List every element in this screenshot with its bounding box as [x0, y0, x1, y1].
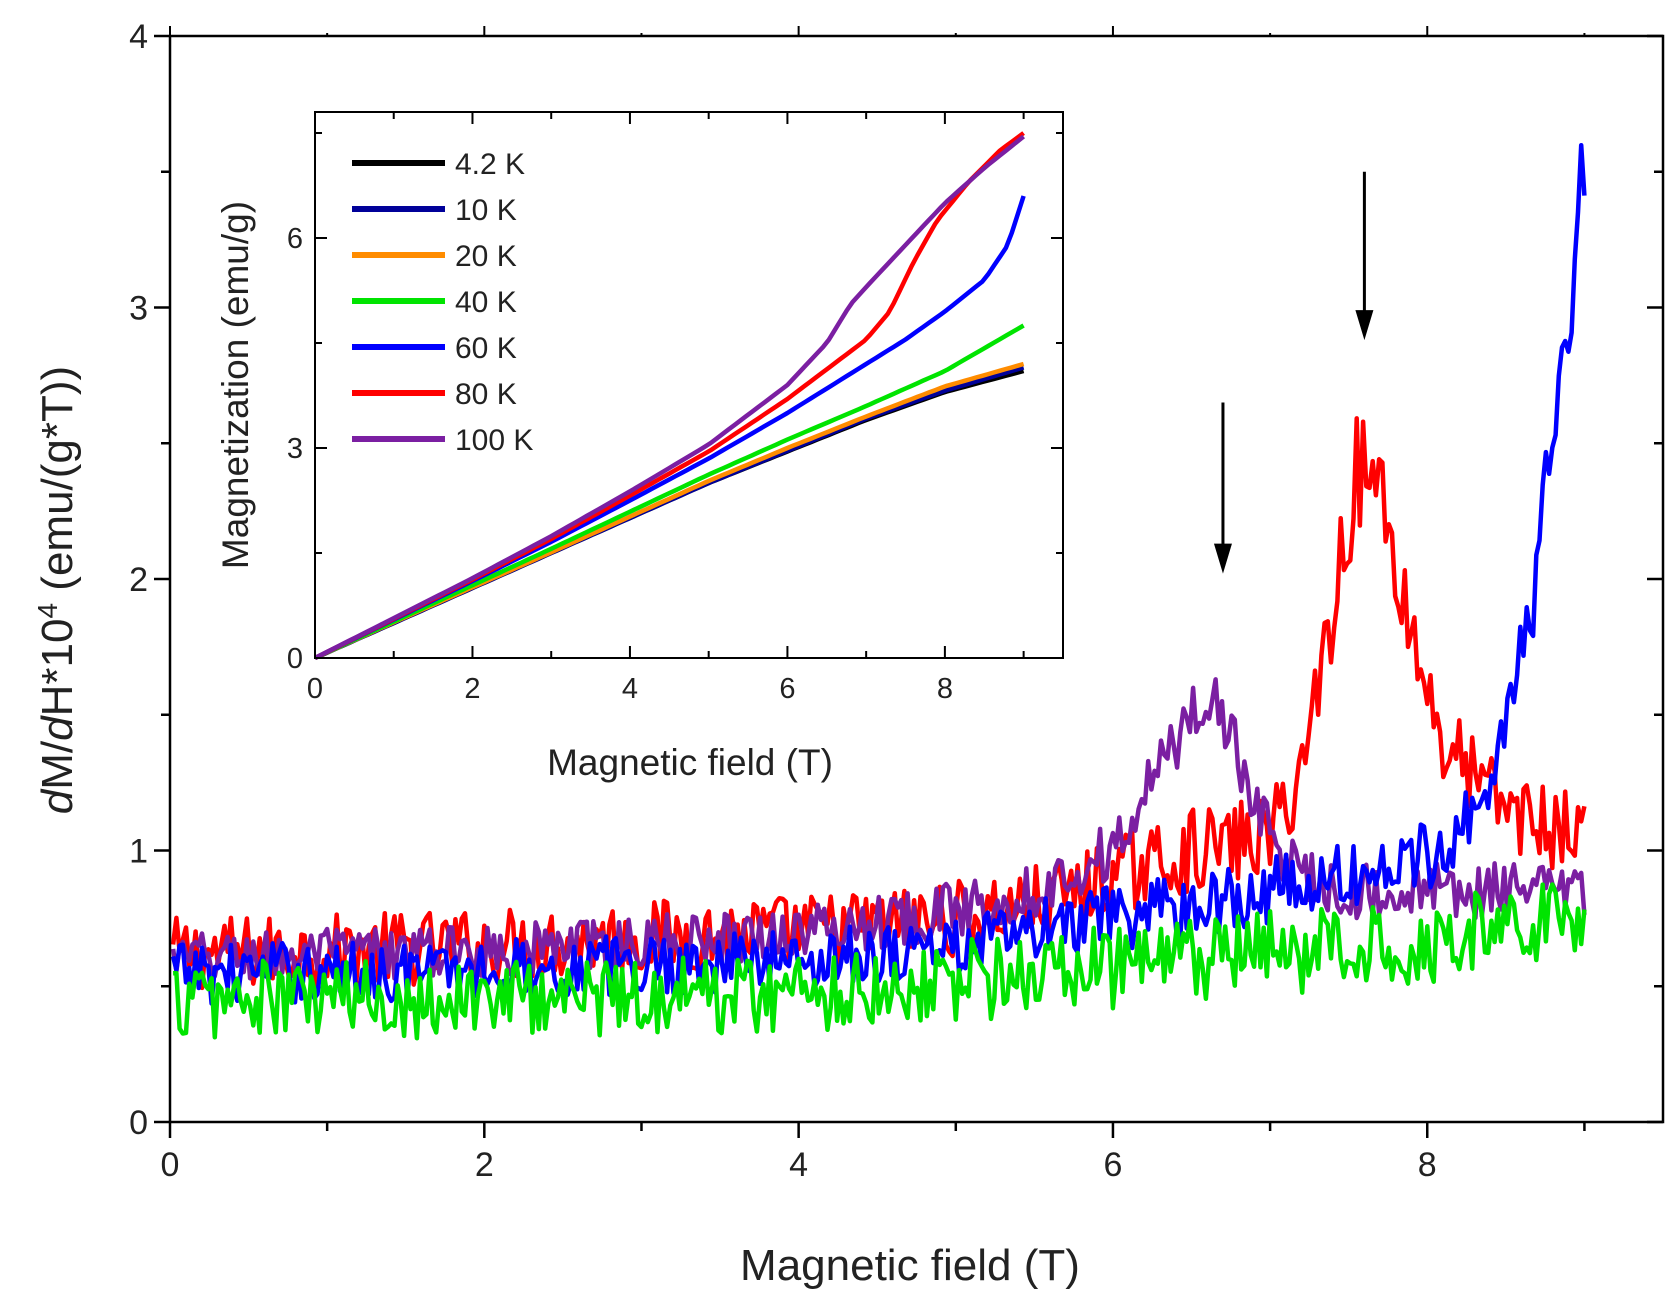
- main-x-axis-title: Magnetic field (T): [740, 1241, 1080, 1290]
- inset-legend: 4.2 K 10 K 20 K 40 K 60 K 80 K 100 K: [352, 148, 533, 457]
- inset-x-tick-label: 0: [307, 673, 323, 705]
- ylabel-h: H*10: [33, 619, 82, 717]
- legend-label: 60 K: [455, 332, 517, 365]
- legend-label: 100 K: [455, 424, 533, 457]
- main-series-line: [173, 882, 1587, 1041]
- main-x-tick-label: 2: [475, 1146, 494, 1184]
- main-axes: 0 2 4 6 8 0 1 2 3 4: [129, 18, 1665, 1184]
- inset-series-line: [313, 134, 1026, 661]
- main-y-tick-label: 3: [129, 290, 148, 328]
- inset-x-tick-label: 8: [937, 673, 953, 705]
- legend-label: 10 K: [455, 194, 517, 227]
- main-y-tick-label: 2: [129, 561, 148, 599]
- main-series-layer: [170, 142, 1587, 1041]
- inset-x-axis-title: Magnetic field (T): [547, 742, 833, 783]
- arrow-head: [1213, 543, 1232, 574]
- ylabel-d-italic: d: [33, 788, 82, 814]
- inset-x-tick-label: 4: [622, 673, 638, 705]
- ylabel-unit: (emu/(g*T)): [33, 366, 82, 603]
- inset-series-layer: [313, 131, 1026, 661]
- main-y-tick-label: 1: [129, 833, 148, 871]
- main-y-tick-label: 0: [129, 1104, 148, 1142]
- inset-axes: 0 2 4 6 8 0 3 6: [287, 111, 1064, 705]
- inset-series-line: [314, 323, 1025, 661]
- main-x-tick-label: 0: [161, 1146, 180, 1184]
- inset-y-axis-title: Magnetization (emu/g): [215, 201, 256, 569]
- ylabel-d2-italic: d: [33, 715, 82, 741]
- legend-label: 40 K: [455, 286, 517, 319]
- main-x-tick-label: 8: [1418, 1146, 1437, 1184]
- inset-x-tick-label: 2: [464, 673, 480, 705]
- inset-y-tick-label: 0: [287, 643, 303, 675]
- main-y-axis-title: dM/dH*104 (emu/(g*T)): [32, 366, 83, 814]
- legend-label: 20 K: [455, 240, 517, 273]
- legend-label: 4.2 K: [455, 148, 525, 181]
- ylabel-exponent: 4: [32, 603, 63, 619]
- inset-y-tick-label: 6: [287, 223, 303, 255]
- inset-x-tick-label: 6: [779, 673, 795, 705]
- arrow-head: [1355, 310, 1374, 341]
- inset-chart: 0 2 4 6 8 0 3 6 4.2 K 10 K 20 K 40 K 60 K 80 K 100 K: [205, 100, 1075, 800]
- main-x-tick-label: 4: [789, 1146, 808, 1184]
- inset-plot-frame: [314, 111, 1064, 659]
- ylabel-m: M/: [33, 740, 82, 790]
- legend-label: 80 K: [455, 378, 517, 411]
- main-y-tick-label: 4: [129, 18, 148, 56]
- peak-arrows: [1213, 171, 1374, 574]
- inset-y-tick-label: 3: [287, 433, 303, 465]
- main-x-tick-label: 6: [1103, 1146, 1122, 1184]
